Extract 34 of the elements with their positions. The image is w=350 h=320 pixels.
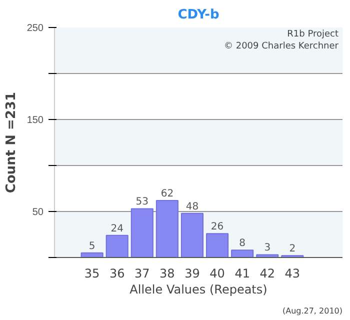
y-tick-label: 50 [32,207,44,218]
data-label: 5 [88,240,96,252]
bar [180,212,204,258]
bar [130,208,154,258]
x-tick-label: 40 [210,266,225,280]
x-tick-label: 42 [260,266,276,280]
annotation: R1b Project [287,30,339,40]
data-label: 53 [136,196,149,208]
x-tick-label: 37 [134,266,150,280]
annotation: © 2009 Charles Kerchner [224,42,339,52]
data-label: 26 [210,222,224,233]
data-label: 48 [186,201,199,212]
bar [231,250,254,258]
bar [256,254,279,258]
y-tick-label: 250 [26,23,44,34]
text: (Aug.27, 2010) [282,306,342,316]
y-axis-title: Count N =231 [4,92,19,194]
x-tick-label: 38 [160,266,175,280]
data-label: 24 [110,223,124,234]
x-tick-label: 36 [109,266,125,280]
data-label: 2 [289,244,296,255]
x-tick-label: 35 [84,266,100,280]
data-label: 8 [239,238,246,250]
x-tick-label: 39 [184,266,200,280]
y-tick-label: 150 [26,115,44,126]
chart-title: CDY-b [178,8,220,22]
data-label: 3 [264,242,271,254]
bar [206,233,229,258]
x-axis-title: Allele Values (Repeats) [130,282,268,296]
bar [156,200,178,258]
x-tick-label: 41 [234,266,250,280]
data-label: 62 [160,188,174,200]
bar [106,234,128,258]
x-tick-label: 43 [284,266,300,280]
